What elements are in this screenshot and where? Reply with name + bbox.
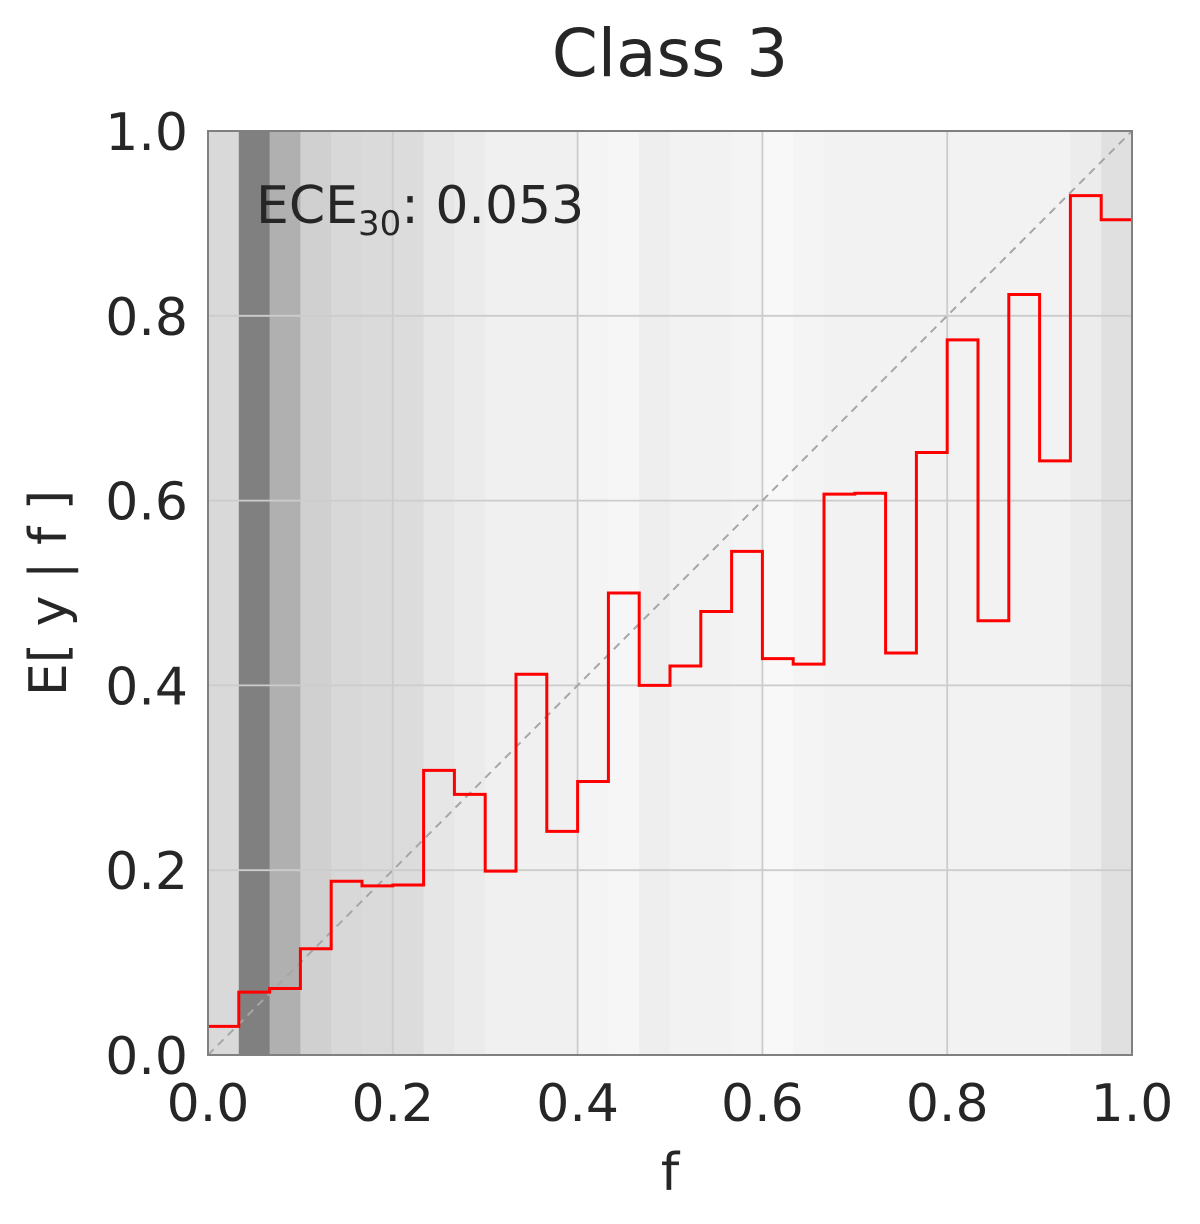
bin-shade xyxy=(639,131,671,1055)
bin-shade xyxy=(885,131,917,1055)
ece-value: : 0.053 xyxy=(401,176,584,236)
x-tick-labels: 0.0 0.2 0.4 0.6 0.8 1.0 xyxy=(167,1074,1174,1134)
bin-shade xyxy=(392,131,425,1055)
bin-shade xyxy=(208,131,240,1055)
bin-shade xyxy=(238,131,271,1055)
bin-shade xyxy=(793,131,825,1055)
bin-shade xyxy=(947,131,979,1055)
x-tick-label: 0.8 xyxy=(906,1074,989,1134)
calibration-step-line xyxy=(208,194,1132,1028)
bin-shade xyxy=(269,131,301,1055)
y-tick-labels: 0.0 0.2 0.4 0.6 0.8 1.0 xyxy=(105,103,188,1087)
bin-shade xyxy=(978,131,1010,1055)
ece-label: ECE xyxy=(256,176,358,236)
bin-shade xyxy=(300,131,332,1055)
ece-subscript: 30 xyxy=(358,204,401,244)
bin-shade xyxy=(1070,131,1102,1055)
bin-shade xyxy=(454,131,486,1055)
ece-annotation: ECE30: 0.053 xyxy=(256,176,584,244)
y-axis-label: E[ y | f ] xyxy=(19,490,79,696)
bin-shade xyxy=(485,131,517,1055)
bin-shade xyxy=(362,131,394,1055)
x-axis-label: f xyxy=(661,1143,681,1203)
bin-shade xyxy=(731,131,763,1055)
y-tick-label: 0.2 xyxy=(105,842,188,902)
y-tick-label: 0.4 xyxy=(105,657,188,717)
bin-shade xyxy=(670,131,702,1055)
y-tick-label: 0.6 xyxy=(105,473,188,533)
diagonal-reference-line xyxy=(207,130,1133,1056)
bin-shade xyxy=(516,131,548,1055)
bin-shade xyxy=(546,131,579,1055)
bin-shade xyxy=(916,131,948,1055)
y-tick-label: 1.0 xyxy=(105,103,188,163)
bin-shade xyxy=(1039,131,1071,1055)
bin-shade xyxy=(423,131,455,1055)
x-tick-label: 0.6 xyxy=(721,1074,804,1134)
bin-shade xyxy=(854,131,887,1055)
bin-density-bars xyxy=(208,131,1133,1055)
bin-shade xyxy=(331,131,363,1055)
bin-shade xyxy=(762,131,794,1055)
bin-shade xyxy=(1008,131,1041,1055)
bin-shade xyxy=(700,131,733,1055)
y-tick-label: 0.8 xyxy=(105,288,188,348)
x-tick-label: 0.0 xyxy=(167,1074,250,1134)
chart-title: Class 3 xyxy=(552,15,789,92)
bin-shade xyxy=(1101,131,1133,1055)
plot-frame xyxy=(207,130,1133,1056)
bin-shade xyxy=(824,131,856,1055)
y-tick-label: 0.0 xyxy=(105,1027,188,1087)
x-tick-label: 0.2 xyxy=(351,1074,434,1134)
x-tick-label: 1.0 xyxy=(1091,1074,1174,1134)
bin-shade xyxy=(577,131,609,1055)
x-tick-label: 0.4 xyxy=(536,1074,619,1134)
